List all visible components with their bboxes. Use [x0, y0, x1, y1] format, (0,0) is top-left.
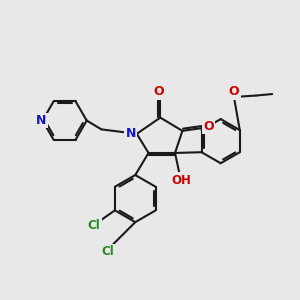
Text: Cl: Cl [101, 245, 114, 258]
Text: N: N [36, 114, 46, 127]
Text: O: O [203, 120, 214, 133]
Text: O: O [229, 85, 239, 98]
Text: OH: OH [171, 173, 191, 187]
Text: N: N [126, 127, 136, 140]
Text: O: O [154, 85, 164, 98]
Text: Cl: Cl [88, 219, 100, 232]
